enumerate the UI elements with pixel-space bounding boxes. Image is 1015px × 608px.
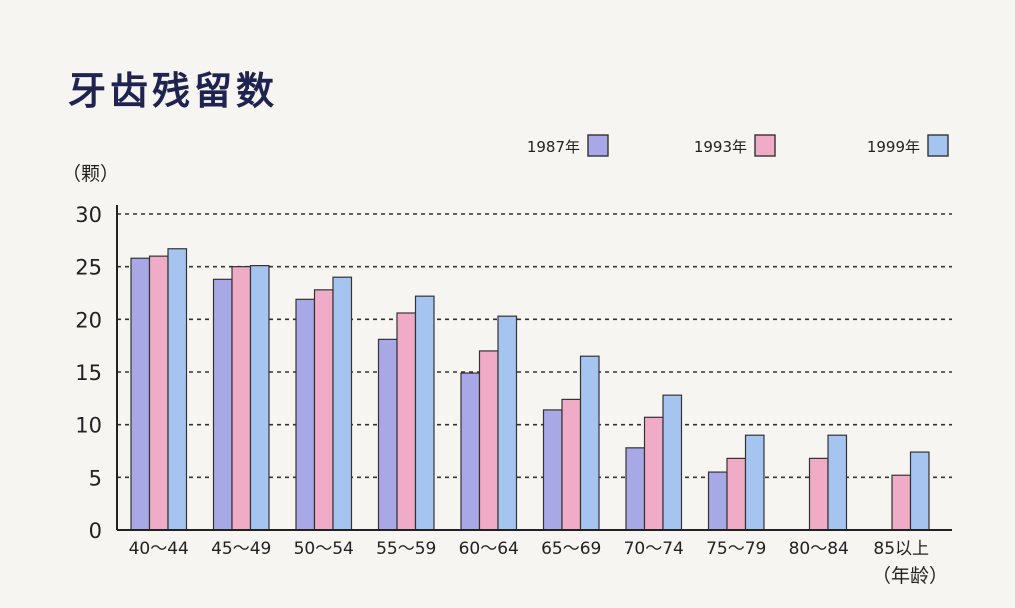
x-tick-label: 80～84: [789, 539, 849, 559]
x-tick-label: 75～79: [706, 539, 766, 559]
bar-1987年-40～44: [130, 257, 151, 531]
x-tick-label: 40～44: [129, 539, 189, 559]
bar-1999年-40～44: [167, 248, 188, 531]
y-tick-label: 0: [89, 519, 102, 543]
x-tick-label: 60～64: [459, 539, 519, 559]
bar-1999年-75～79: [744, 434, 765, 531]
bar-1987年-50～54: [295, 298, 316, 531]
bar-1987年-55～59: [377, 338, 398, 531]
legend-swatch: [927, 134, 949, 157]
bar-1993年-80～84: [808, 457, 829, 531]
x-tick-label: 70～74: [624, 539, 684, 559]
bar-1993年-60～64: [478, 350, 499, 531]
bar-1987年-70～74: [625, 447, 646, 531]
bar-1999年-85以上: [909, 451, 930, 531]
legend-label: 1999年: [867, 138, 920, 156]
legend: 1987年 1993年 1999年: [527, 134, 949, 157]
x-tick-label: 65～69: [541, 539, 601, 559]
bar-1993年-50～54: [313, 289, 334, 531]
legend-swatch: [587, 134, 609, 157]
y-tick-label: 15: [75, 361, 102, 385]
bar-1993年-55～59: [396, 312, 417, 531]
axes: [116, 205, 952, 531]
bar-1999年-50～54: [332, 276, 353, 531]
legend-swatch: [754, 134, 776, 157]
y-axis-unit-label: （颗）: [62, 163, 119, 185]
chart-title: 牙齿残留数: [68, 69, 278, 113]
bar-1993年-75～79: [726, 457, 747, 531]
bar-1993年-70～74: [643, 416, 664, 531]
legend-label: 1993年: [694, 138, 747, 156]
y-tick-label: 30: [75, 203, 102, 227]
bar-1987年-65～69: [542, 409, 563, 531]
bar-1999年-70～74: [662, 394, 683, 531]
bar-1999年-55～59: [414, 295, 435, 531]
x-tick-label: 55～59: [376, 539, 436, 559]
y-tick-label: 10: [75, 414, 102, 438]
bar-1987年-60～64: [460, 372, 481, 531]
x-axis-unit-label: （年龄）: [872, 565, 948, 587]
bar-1999年-80～84: [827, 434, 848, 531]
x-tick-label: 50～54: [294, 539, 354, 559]
y-tick-label: 5: [89, 466, 102, 490]
bars: [130, 248, 930, 531]
x-tick-label: 85以上: [873, 539, 929, 559]
bar-1993年-85以上: [891, 474, 912, 531]
bar-1993年-45～49: [231, 266, 252, 531]
bar-1993年-40～44: [148, 255, 169, 531]
y-tick-label: 25: [75, 256, 102, 280]
y-tick-labels: 0 5 10 15 20 25 30: [75, 203, 102, 543]
y-tick-label: 20: [75, 308, 102, 332]
x-tick-label: 45～49: [211, 539, 271, 559]
x-tick-labels: 40～44 45～49 50～54 55～59 60～64 65～69 70～74 75～79…: [129, 539, 929, 559]
bar-1999年-60～64: [497, 315, 518, 531]
bar-1993年-65～69: [561, 398, 582, 531]
bar-1987年-75～79: [707, 471, 728, 531]
bar-1999年-45～49: [249, 265, 270, 531]
bar-1987年-45～49: [212, 278, 233, 531]
legend-label: 1987年: [527, 138, 580, 156]
bar-1999年-65～69: [579, 355, 600, 531]
